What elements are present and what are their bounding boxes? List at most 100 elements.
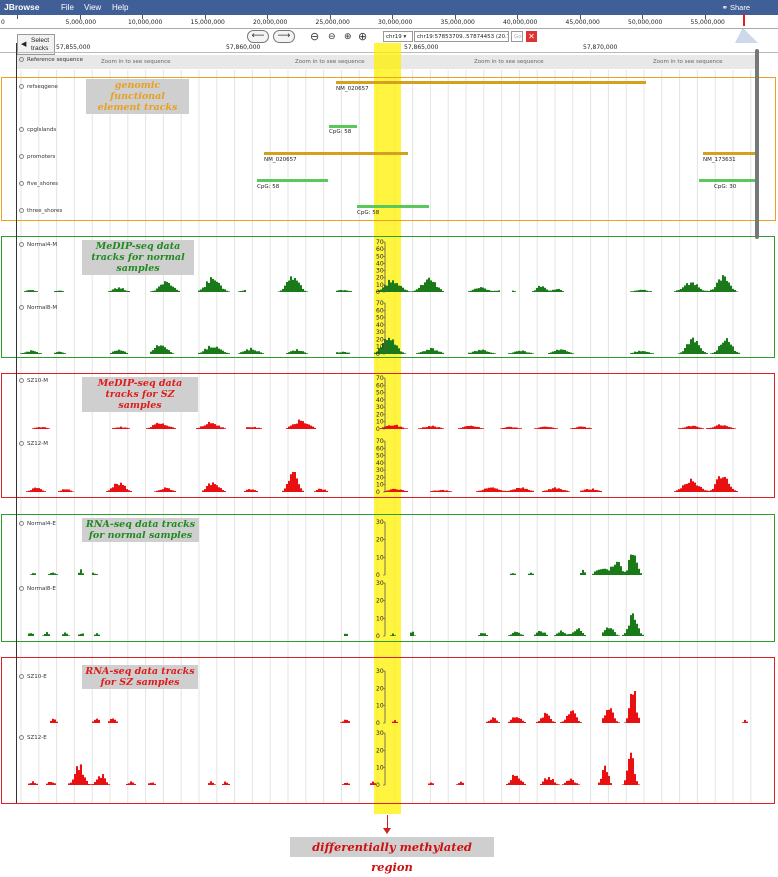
coverage-bar — [636, 562, 638, 575]
coverage-bar — [542, 781, 544, 785]
coverage-bar — [460, 427, 462, 429]
coverage-bar — [212, 278, 214, 292]
coverage-bar — [284, 285, 286, 292]
coverage-bar — [42, 635, 44, 636]
coverage-bar — [508, 721, 510, 723]
chromosome-overview[interactable]: 0 5,000,000 10,000,000 15,000,000 20,000,000… — [0, 15, 778, 29]
track-label-sz10-e[interactable]: SZ10-E — [19, 674, 47, 680]
three-shore-feature[interactable] — [357, 205, 429, 208]
location-input[interactable]: chr19:57853709..57874453 (20.74 Kb) — [414, 31, 509, 42]
zoom-in-small-button[interactable]: ⊕ — [344, 32, 352, 42]
coverage-bar — [322, 489, 324, 492]
coverage-bar — [628, 625, 630, 636]
clear-highlight-icon: ✕ — [528, 32, 535, 41]
coverage-bar — [28, 490, 30, 492]
vertical-scrollbar[interactable] — [755, 49, 759, 239]
menu-help[interactable]: Help — [112, 3, 129, 12]
track-label-normal8-e[interactable]: Normal8-E — [19, 586, 56, 592]
coverage-bar — [694, 482, 696, 492]
five-shore-feature-1[interactable] — [257, 179, 328, 182]
coverage-bar — [252, 349, 254, 354]
coverage-bar — [514, 291, 516, 292]
track-label-normal4-m[interactable]: Normal4-M — [19, 242, 57, 248]
coverage-bar — [126, 783, 128, 785]
cpgisland-feature[interactable] — [329, 125, 357, 128]
coverage-bar — [710, 427, 712, 429]
coverage-bar — [544, 287, 546, 292]
coverage-bar — [256, 490, 258, 492]
coverage-bar — [510, 719, 512, 723]
track-label-promoters[interactable]: promoters — [19, 154, 55, 160]
coverage-bar — [706, 428, 708, 429]
pan-right-button[interactable]: ⟶ — [273, 30, 295, 43]
menu-view[interactable]: View — [84, 3, 102, 12]
coverage-bar — [336, 352, 338, 354]
track-label-refseqgene[interactable]: refseqgene — [19, 84, 58, 90]
coverage-bar — [632, 758, 634, 785]
coverage-bar — [676, 290, 678, 292]
coverage-bar — [386, 340, 388, 354]
promoter-feature-2[interactable] — [703, 152, 756, 155]
go-button[interactable]: Go — [511, 31, 523, 42]
select-tracks-button[interactable]: ◀ Select tracks — [17, 34, 55, 55]
coverage-bar — [440, 490, 442, 492]
axis-tick-label: 10 — [376, 703, 384, 710]
coverage-bar — [646, 351, 648, 354]
coverage-bar — [288, 480, 290, 492]
coverage-bar — [512, 290, 514, 292]
collapse-arrow-icon: ◀ — [21, 41, 27, 48]
track-label-five-shores[interactable]: five_shores — [19, 181, 58, 187]
track-label-three-shores[interactable]: three_shores — [19, 208, 62, 214]
coverage-bar — [482, 489, 484, 492]
track-label-reference[interactable]: Reference sequence — [19, 57, 83, 63]
coverage-bar — [610, 566, 612, 575]
coverage-bar — [112, 718, 114, 723]
coverage-bar — [246, 489, 248, 492]
coverage-bar — [426, 427, 428, 429]
zoom-out-small-button[interactable]: ⊖ — [328, 32, 336, 42]
zoom-in-large-button[interactable]: ⊕ — [358, 30, 367, 43]
clear-highlight-button[interactable]: ✕ — [526, 31, 537, 42]
coverage-bar — [552, 351, 554, 354]
coverage-bar — [36, 783, 38, 785]
coverage-bar — [150, 782, 152, 785]
chromosome-select[interactable]: chr19 ▾ — [383, 31, 413, 42]
track-label-normal4-e[interactable]: Normal4-E — [19, 521, 56, 527]
coverage-bar — [116, 427, 118, 429]
coverage-bar — [638, 350, 640, 354]
track-label-sz12-m[interactable]: SZ12-M — [19, 441, 48, 447]
coverage-bar — [684, 427, 686, 429]
coverage-bar — [418, 287, 420, 292]
five-shore-feature-2[interactable] — [699, 179, 756, 182]
overview-position-marker[interactable] — [743, 14, 745, 26]
track-label-sz10-m[interactable]: SZ10-M — [19, 378, 48, 384]
menu-file[interactable]: File — [61, 3, 74, 12]
coverage-bar — [636, 351, 638, 354]
refseqgene-feature[interactable] — [336, 81, 646, 84]
coverage-bar — [532, 490, 534, 492]
track-label-sz12-e[interactable]: SZ12-E — [19, 735, 47, 741]
medip-sz-frame — [1, 373, 775, 498]
promoter-feature-1[interactable] — [264, 152, 408, 155]
zoom-hint: Zoom in to see sequence — [101, 59, 171, 65]
pan-left-button[interactable]: ⟵ — [247, 30, 269, 43]
coverage-bar — [732, 428, 734, 429]
coverage-bar — [80, 633, 82, 636]
track-label-cpgislands[interactable]: cpgIslands — [19, 127, 56, 133]
coverage-bar — [710, 353, 712, 354]
share-button[interactable]: ⚭ Share — [722, 3, 750, 12]
coverage-bar — [292, 424, 294, 429]
coverage-bar — [458, 783, 460, 785]
coverage-bar — [318, 488, 320, 492]
coverage-bar — [48, 428, 50, 429]
track-label-normal8-m[interactable]: Normal8-M — [19, 305, 57, 311]
coverage-bar — [614, 718, 616, 723]
coverage-bar — [214, 784, 216, 785]
zoom-out-large-button[interactable]: ⊖ — [310, 30, 319, 43]
coverage-bar — [710, 289, 712, 292]
coverage-bar — [582, 426, 584, 429]
coverage-bar — [198, 427, 200, 429]
coverage-bar — [546, 490, 548, 492]
coverage-bar — [598, 569, 600, 575]
coverage-bar — [298, 350, 300, 354]
